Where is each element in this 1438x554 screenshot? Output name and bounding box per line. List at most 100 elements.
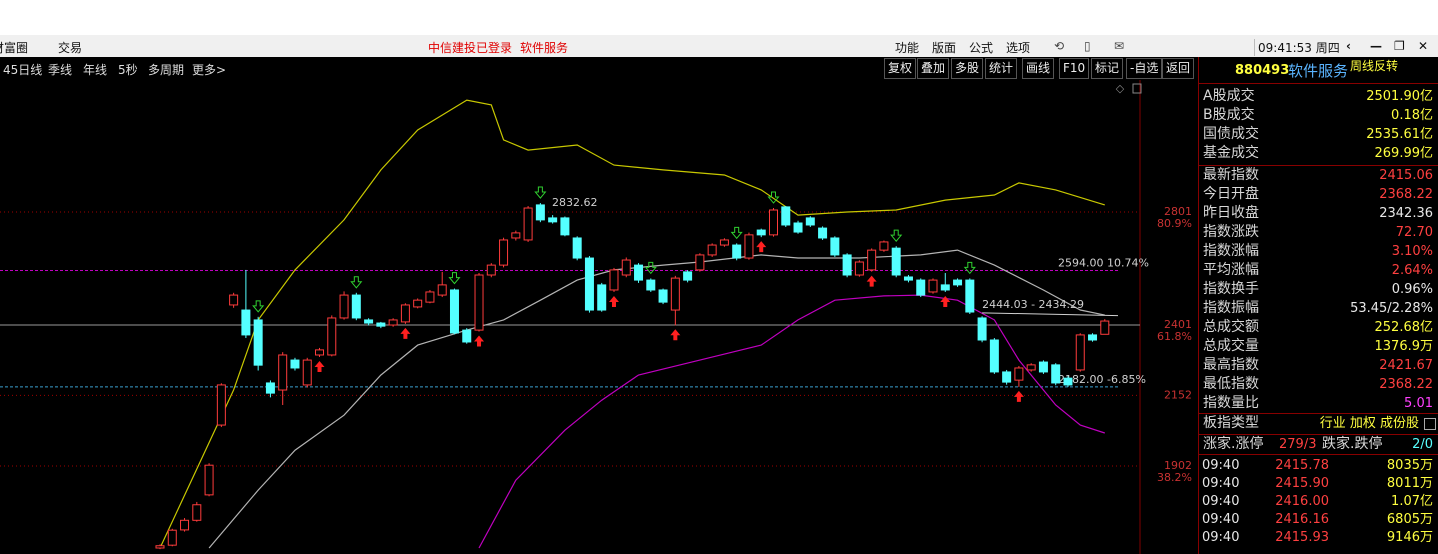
candle-body	[1002, 371, 1012, 383]
stock-code: 880493	[1235, 63, 1290, 78]
candle-body	[167, 529, 177, 546]
candle-body	[646, 279, 656, 291]
tick-volume: 6805万	[1386, 512, 1433, 527]
sell-signal	[644, 261, 657, 275]
info-row: A股成交 2501.90亿	[1199, 87, 1438, 106]
candle-body	[793, 222, 803, 233]
buy-signal	[940, 295, 951, 307]
candle-body	[1051, 364, 1061, 384]
period-tab[interactable]: 年线	[83, 63, 108, 77]
tool-button[interactable]: F10	[1059, 58, 1090, 79]
info-label: 指数换手	[1203, 281, 1259, 297]
info-label: 指数涨跌	[1203, 224, 1259, 240]
candle-body	[805, 217, 815, 226]
period-tab[interactable]: 多周期	[148, 63, 185, 77]
info-row: 指数换手 0.96%	[1199, 280, 1438, 299]
tick-time: 09:40	[1202, 476, 1240, 491]
candle-body	[769, 209, 778, 236]
icon[interactable]: ◇	[1116, 82, 1125, 95]
candle-body	[425, 291, 435, 303]
tool-button[interactable]: 标记	[1091, 58, 1124, 79]
buy-signal	[314, 360, 325, 372]
menu-item[interactable]: 版面	[932, 41, 957, 55]
window-control[interactable]: ‹	[1346, 39, 1351, 53]
candle-body	[204, 464, 214, 496]
candle-body	[560, 217, 570, 236]
info-value: 0.18亿	[1391, 108, 1433, 123]
candle-body	[621, 259, 631, 276]
high-label: 2832.62	[552, 196, 598, 209]
candle-body	[830, 237, 840, 256]
tick-row: 09:40 2416.00 1.07亿	[1199, 492, 1438, 511]
service-link[interactable]: 软件服务	[520, 41, 569, 55]
window-control[interactable]: ❐	[1394, 39, 1405, 53]
tool-button[interactable]: -自选	[1126, 58, 1163, 79]
icon-button[interactable]: ⟲	[1054, 39, 1065, 53]
candle-body	[928, 279, 938, 293]
candle-body	[462, 329, 472, 343]
info-row: B股成交 0.18亿	[1199, 106, 1438, 125]
info-label: 今日开盘	[1203, 186, 1259, 202]
menu-item[interactable]: 财富圈	[0, 41, 29, 55]
info-label: 最新指数	[1203, 167, 1259, 183]
icon-button[interactable]: ▯	[1084, 39, 1091, 53]
candle-body	[474, 274, 484, 331]
candle-body	[744, 234, 754, 259]
tool-button[interactable]: 叠加	[917, 58, 950, 79]
breadth-up: 279/3	[1279, 437, 1317, 452]
menu-item[interactable]: 公式	[969, 41, 994, 55]
info-row: 指数涨跌 72.70	[1199, 223, 1438, 242]
info-row: 最新指数 2415.06	[1199, 166, 1438, 185]
candle-body	[548, 217, 558, 223]
period-tab[interactable]: 更多>	[192, 63, 227, 77]
candle-body	[511, 232, 521, 239]
sell-signal	[252, 300, 265, 313]
window-control[interactable]: ✕	[1418, 39, 1429, 53]
period-tab[interactable]: 季线	[48, 63, 73, 77]
info-label: 板指类型	[1203, 415, 1259, 431]
separator	[1199, 165, 1438, 166]
sell-signal	[448, 272, 461, 285]
buy-signal	[670, 329, 681, 341]
candle-body	[891, 247, 901, 276]
period-tab[interactable]: 45日线	[3, 63, 43, 77]
info-label: A股成交	[1203, 88, 1255, 104]
icon[interactable]	[1424, 418, 1436, 430]
toolbar: 45日线 季线 年线 5秒 多周期 更多> 复权 叠加 多股 统计 画线 F10 标记 -自选 返回	[0, 57, 1198, 80]
candle-body	[989, 339, 999, 373]
y-tick-label: 2152	[1164, 388, 1192, 401]
info-label: 最高指数	[1203, 357, 1259, 373]
tool-button[interactable]: 复权	[884, 58, 917, 79]
info-row: 最高指数 2421.67	[1199, 356, 1438, 375]
period-tab[interactable]: 5秒	[118, 63, 138, 77]
info-value: 2.64%	[1391, 263, 1433, 278]
info-label: 最低指数	[1203, 376, 1259, 392]
candle-body	[437, 284, 447, 296]
tool-button[interactable]: 多股	[951, 58, 984, 79]
candle-body	[940, 284, 950, 291]
reference-label: 2594.00 10.74%	[1058, 256, 1149, 269]
window-control[interactable]: —	[1370, 39, 1382, 53]
breadth-down: 2/0	[1412, 437, 1433, 452]
candle-body	[854, 261, 864, 276]
info-row: 最低指数 2368.22	[1199, 375, 1438, 394]
menu-item[interactable]: 功能	[895, 41, 920, 55]
menu-item[interactable]: 选项	[1006, 41, 1031, 55]
sell-signal	[534, 186, 547, 199]
candle-body	[572, 237, 582, 259]
info-label: 跌家.跌停	[1322, 436, 1383, 452]
info-value: 2421.67	[1379, 358, 1433, 373]
icon-button[interactable]: ✉	[1114, 39, 1125, 53]
tick-price: 2415.90	[1275, 476, 1329, 491]
icon[interactable]	[1132, 83, 1142, 94]
tool-button[interactable]: 返回	[1162, 58, 1195, 79]
candle-body	[977, 317, 987, 341]
info-row: 国债成交 2535.61亿	[1199, 125, 1438, 144]
menu-item[interactable]: 交易	[58, 41, 83, 55]
tool-button[interactable]: 画线	[1022, 58, 1055, 79]
reference-label: 2182.00 -6.85%	[1058, 373, 1146, 386]
tool-button[interactable]: 统计	[985, 58, 1018, 79]
sell-signal	[890, 229, 903, 242]
candle-body	[719, 239, 729, 246]
candle-body	[376, 322, 386, 327]
